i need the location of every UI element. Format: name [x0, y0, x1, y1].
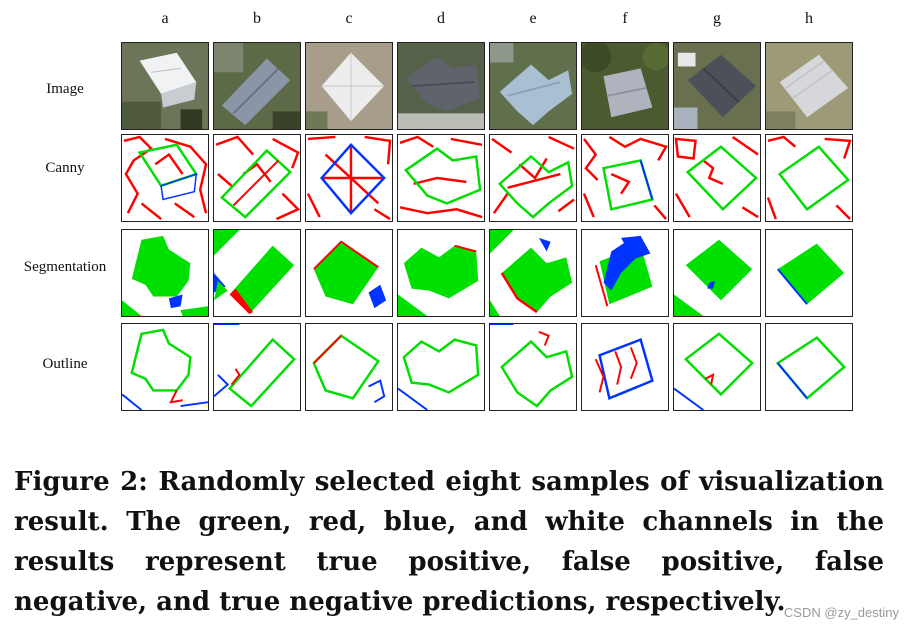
image-tile-d: [397, 42, 485, 130]
canny-tile-g: [673, 134, 761, 222]
outline-tile-f: [581, 323, 669, 411]
segmentation-tile-a: [121, 229, 209, 317]
row-label-canny: Canny: [45, 160, 85, 176]
figure-2: a b c d e f g h Image Canny Segmentation…: [23, 10, 853, 411]
column-header-e: e: [529, 10, 537, 27]
image-tile-h: [765, 42, 853, 130]
outline-tile-h: [765, 323, 853, 411]
outline-tile-a: [121, 323, 209, 411]
canny-tile-c: [305, 134, 393, 222]
image-tile-f: [581, 42, 669, 130]
outline-tile-e: [489, 323, 577, 411]
column-header-g: g: [713, 10, 721, 27]
segmentation-tile-e: [489, 229, 577, 317]
watermark: CSDN @zy_destiny: [783, 605, 899, 620]
segmentation-tile-b: [213, 229, 301, 317]
outline-tile-g: [673, 323, 761, 411]
image-tile-a: [121, 42, 209, 130]
segmentation-tile-c: [305, 229, 393, 317]
outline-tile-b: [213, 323, 301, 411]
segmentation-tile-f: [581, 229, 669, 317]
segmentation-tile-g: [673, 229, 761, 317]
outline-tile-d: [397, 323, 485, 411]
image-tile-g: [673, 42, 761, 130]
column-header-d: d: [437, 10, 445, 27]
canny-tile-a: [121, 134, 209, 222]
image-tile-c: [305, 42, 393, 130]
row-label-segmentation: Segmentation: [23, 259, 107, 275]
column-header-c: c: [345, 10, 353, 27]
column-header-b: b: [253, 10, 261, 27]
image-tile-b: [213, 42, 301, 130]
row-label-outline: Outline: [42, 356, 88, 372]
column-header-a: a: [161, 10, 169, 27]
outline-tile-c: [305, 323, 393, 411]
image-tile-e: [489, 42, 577, 130]
canny-tile-e: [489, 134, 577, 222]
segmentation-tile-d: [397, 229, 485, 317]
column-header-f: f: [622, 10, 628, 27]
canny-tile-d: [397, 134, 485, 222]
figure-caption: Figure 2: Randomly selected eight sample…: [14, 467, 884, 617]
column-header-h: h: [805, 10, 813, 27]
segmentation-tile-h: [765, 229, 853, 317]
canny-tile-h: [765, 134, 853, 222]
row-label-image: Image: [46, 81, 84, 97]
canny-tile-f: [581, 134, 669, 222]
canny-tile-b: [213, 134, 301, 222]
